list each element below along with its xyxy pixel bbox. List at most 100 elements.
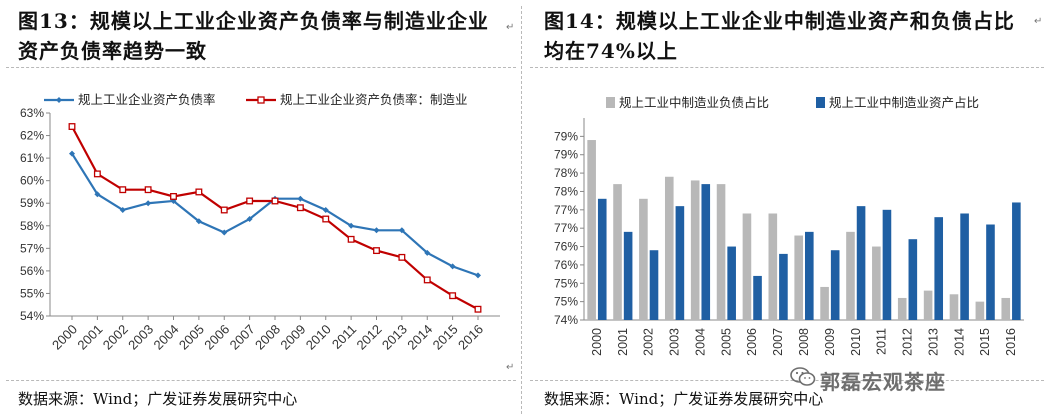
bar — [805, 231, 814, 320]
legend-label: 规上工业企业资产负债率：制造业 — [280, 92, 468, 107]
bar — [949, 294, 959, 320]
data-point — [296, 204, 304, 212]
bar — [716, 184, 726, 320]
data-point — [348, 222, 355, 229]
bar — [701, 184, 711, 320]
data-point — [373, 227, 380, 234]
divider — [6, 380, 516, 381]
right-bar-chart: 74% 75% 75% 76% 76% 77% 77% 78% 78% 79% 79% 2000 200… — [554, 95, 1024, 356]
divider — [6, 67, 516, 68]
legend-label: 规上工业企业资产负债率 — [78, 92, 216, 107]
y-tick-label: 77% — [554, 203, 578, 217]
x-tick-label: 2009 — [823, 328, 837, 356]
y-tick-label: 56% — [20, 264, 44, 278]
bar — [779, 253, 788, 320]
x-tick-label: 2010 — [849, 328, 863, 356]
series-line — [71, 153, 479, 277]
data-point — [398, 253, 406, 261]
x-tick-label: 2000 — [590, 328, 604, 356]
bar — [882, 209, 892, 320]
y-tick-label: 75% — [554, 276, 578, 290]
data-point — [94, 191, 101, 198]
bar — [1012, 202, 1021, 320]
bar — [623, 231, 633, 320]
bar — [727, 246, 736, 320]
data-point — [398, 227, 405, 234]
x-tick-label: 2001 — [616, 328, 630, 356]
x-tick-label: 2008 — [252, 322, 283, 353]
x-tick-label: 2006 — [745, 328, 759, 356]
y-tick-label: 76% — [554, 240, 578, 254]
x-tick-label: 2002 — [100, 322, 131, 353]
bar — [649, 250, 659, 320]
x-tick-label: 2006 — [201, 322, 232, 353]
data-point — [347, 235, 355, 243]
data-point — [322, 206, 329, 213]
x-tick-label: 2011 — [329, 322, 359, 352]
series-line — [71, 126, 479, 311]
bar — [742, 213, 752, 320]
y-tick-label: 76% — [554, 258, 578, 272]
x-tick-label: 2010 — [303, 322, 334, 353]
x-tick-label: 2005 — [176, 322, 207, 353]
y-tick-label: 59% — [20, 196, 44, 210]
data-point — [195, 188, 203, 196]
bar — [597, 198, 607, 320]
bar — [908, 239, 918, 320]
bar — [830, 250, 840, 320]
legend-marker — [257, 96, 265, 104]
x-tick-label: 2012 — [354, 322, 385, 353]
bar — [690, 180, 700, 320]
data-point — [474, 305, 482, 313]
y-tick-label: 63% — [20, 106, 44, 120]
legend-swatch — [816, 97, 825, 108]
x-tick-label: 2012 — [901, 328, 915, 356]
data-point — [449, 292, 457, 300]
x-tick-label: 2003 — [668, 328, 682, 356]
divider — [530, 380, 1044, 381]
bar — [846, 231, 855, 320]
x-tick-label: 2013 — [379, 322, 410, 353]
x-tick-label: 2015 — [430, 322, 461, 353]
data-point — [119, 206, 126, 213]
data-point — [246, 216, 253, 223]
bar — [897, 297, 907, 320]
data-point — [322, 215, 330, 223]
y-tick-label: 58% — [20, 219, 44, 233]
data-point — [475, 272, 481, 279]
right-source-note: 数据来源：Wind；广发证券发展研究中心 — [544, 390, 824, 408]
x-tick-label: 2004 — [693, 328, 707, 356]
bar — [934, 217, 944, 320]
bar — [664, 176, 674, 320]
divider — [530, 67, 1044, 68]
bar — [768, 213, 778, 320]
bar — [675, 206, 685, 320]
paragraph-mark: ↵ — [1034, 16, 1043, 27]
data-point — [170, 193, 177, 200]
x-tick-label: 2011 — [875, 328, 889, 355]
y-tick-label: 61% — [20, 151, 44, 165]
bar — [587, 140, 596, 320]
legend-label: 规上工业中制造业资产占比 — [829, 95, 979, 110]
paragraph-mark: ↵ — [506, 362, 515, 373]
data-point — [423, 276, 431, 284]
panel-separator — [521, 6, 522, 414]
data-point — [93, 170, 101, 178]
data-point — [373, 247, 380, 255]
bar — [975, 301, 985, 320]
data-point — [424, 249, 431, 256]
bar — [613, 184, 622, 320]
y-tick-label: 55% — [20, 286, 44, 300]
data-point — [246, 197, 254, 205]
data-point — [449, 263, 456, 270]
x-tick-label: 2007 — [771, 328, 785, 356]
y-tick-label: 75% — [554, 295, 578, 309]
left-figure-title: 图13：规模以上工业企业资产负债率与制造业企业资产负债率趋势一致 — [18, 9, 489, 63]
data-point — [69, 150, 75, 157]
x-tick-label: 2001 — [74, 322, 105, 353]
data-point — [144, 186, 152, 194]
bar — [960, 213, 969, 320]
y-tick-label: 78% — [554, 166, 578, 180]
bar — [872, 246, 881, 320]
y-tick-label: 78% — [554, 184, 578, 198]
